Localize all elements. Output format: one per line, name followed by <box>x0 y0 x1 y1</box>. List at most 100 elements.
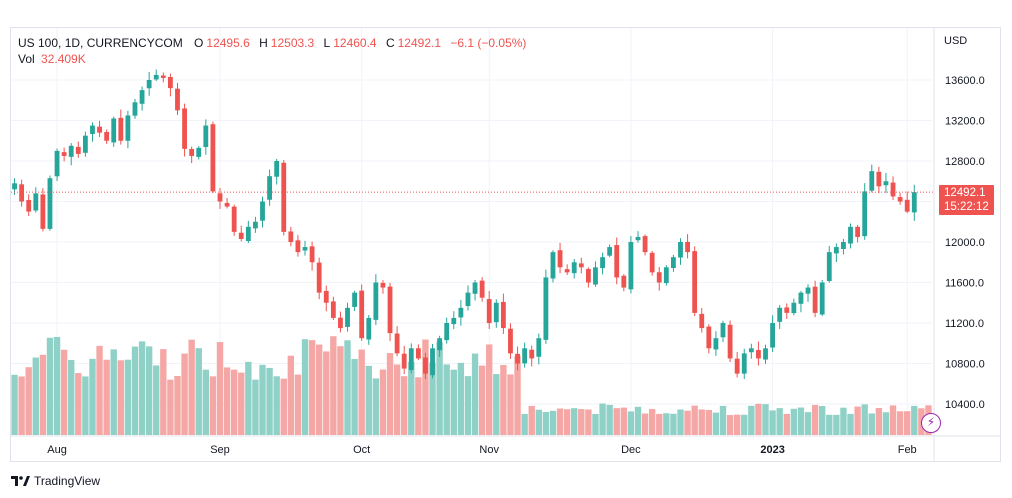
candle-body[interactable] <box>373 282 379 320</box>
candle-body[interactable] <box>890 182 896 197</box>
candle-body[interactable] <box>394 333 400 354</box>
candle-body[interactable] <box>82 135 88 153</box>
candle-body[interactable] <box>267 176 272 200</box>
candle-body[interactable] <box>245 226 251 241</box>
candle-body[interactable] <box>550 252 556 279</box>
candle-body[interactable] <box>812 286 818 313</box>
candle-body[interactable] <box>876 171 882 187</box>
candle-body[interactable] <box>132 102 138 116</box>
candle-body[interactable] <box>692 251 698 313</box>
candle-body[interactable] <box>26 199 32 212</box>
candle-body[interactable] <box>508 328 513 354</box>
candle-body[interactable] <box>869 171 875 191</box>
candle-body[interactable] <box>663 267 669 284</box>
symbol-label[interactable]: US 100, 1D, CURRENCYCOM <box>18 36 183 50</box>
candle-body[interactable] <box>451 317 457 325</box>
candle-body[interactable] <box>713 338 719 350</box>
candle-body[interactable] <box>210 124 216 192</box>
candle-body[interactable] <box>33 193 39 211</box>
candle-body[interactable] <box>883 181 889 186</box>
candle-body[interactable] <box>75 146 81 154</box>
candle-body[interactable] <box>295 240 301 253</box>
candle-body[interactable] <box>848 226 853 244</box>
candle-body[interactable] <box>685 241 690 253</box>
candle-body[interactable] <box>196 147 202 157</box>
candle-body[interactable] <box>678 242 683 258</box>
candle-body[interactable] <box>841 242 846 249</box>
brand-name[interactable]: TradingView <box>34 474 101 488</box>
candle-body[interactable] <box>706 326 712 349</box>
candle-body[interactable] <box>486 299 492 323</box>
candle-body[interactable] <box>671 257 676 269</box>
candle-body[interactable] <box>536 338 542 357</box>
candle-body[interactable] <box>614 245 620 278</box>
candle-body[interactable] <box>40 194 46 229</box>
candle-body[interactable] <box>160 75 166 78</box>
candle-body[interactable] <box>600 257 605 269</box>
candle-body[interactable] <box>437 338 443 351</box>
candle-body[interactable] <box>217 193 223 202</box>
candle-body[interactable] <box>621 275 627 288</box>
candle-body[interactable] <box>125 115 131 141</box>
candle-body[interactable] <box>231 206 237 232</box>
candle-body[interactable] <box>756 349 761 359</box>
candle-body[interactable] <box>203 125 209 148</box>
candle-body[interactable] <box>323 290 329 303</box>
candle-body[interactable] <box>763 348 768 360</box>
candle-body[interactable] <box>352 292 358 307</box>
candle-body[interactable] <box>408 348 414 370</box>
candle-body[interactable] <box>97 126 102 133</box>
candle-body[interactable] <box>720 323 726 338</box>
candle-body[interactable] <box>19 184 25 202</box>
candle-body[interactable] <box>430 348 435 376</box>
candle-body[interactable] <box>819 282 825 315</box>
candle-body[interactable] <box>593 267 598 285</box>
candle-body[interactable] <box>833 247 839 254</box>
candle-body[interactable] <box>111 118 117 143</box>
candle-body[interactable] <box>826 252 832 282</box>
candle-body[interactable] <box>224 202 230 207</box>
candle-body[interactable] <box>68 145 74 157</box>
candle-body[interactable] <box>791 302 797 314</box>
candle-body[interactable] <box>557 250 563 268</box>
candle-body[interactable] <box>465 292 471 307</box>
candle-body[interactable] <box>656 272 662 283</box>
candle-body[interactable] <box>387 286 393 334</box>
candle-body[interactable] <box>153 74 159 80</box>
candle-body[interactable] <box>238 232 244 239</box>
candle-body[interactable] <box>571 262 577 274</box>
candle-body[interactable] <box>90 125 95 134</box>
candle-body[interactable] <box>104 132 110 141</box>
candle-body[interactable] <box>54 150 60 177</box>
candle-body[interactable] <box>777 307 783 322</box>
candle-body[interactable] <box>500 301 506 329</box>
candle-body[interactable] <box>904 199 910 212</box>
candle-body[interactable] <box>118 117 124 141</box>
candle-body[interactable] <box>302 247 308 251</box>
candle-body[interactable] <box>47 178 53 229</box>
candle-body[interactable] <box>175 88 180 111</box>
candle-body[interactable] <box>805 287 811 294</box>
candle-body[interactable] <box>911 192 917 213</box>
candle-body[interactable] <box>359 290 365 339</box>
candle-body[interactable] <box>309 246 315 263</box>
candle-body[interactable] <box>493 302 499 323</box>
candle-body[interactable] <box>444 323 450 341</box>
candle-body[interactable] <box>543 277 549 340</box>
candle-body[interactable] <box>897 197 903 202</box>
candle-body[interactable] <box>345 307 350 327</box>
candle-body[interactable] <box>12 183 17 190</box>
candle-body[interactable] <box>472 282 478 294</box>
candle-body[interactable] <box>748 348 754 353</box>
candle-body[interactable] <box>734 358 740 374</box>
candle-body[interactable] <box>253 221 258 229</box>
candle-body[interactable] <box>585 268 591 283</box>
candle-body[interactable] <box>578 263 584 268</box>
candle-body[interactable] <box>260 201 265 221</box>
candle-body[interactable] <box>628 242 634 290</box>
candle-body[interactable] <box>770 323 776 348</box>
candle-body[interactable] <box>529 349 535 359</box>
candle-body[interactable] <box>189 148 195 156</box>
candle-body[interactable] <box>274 161 280 177</box>
